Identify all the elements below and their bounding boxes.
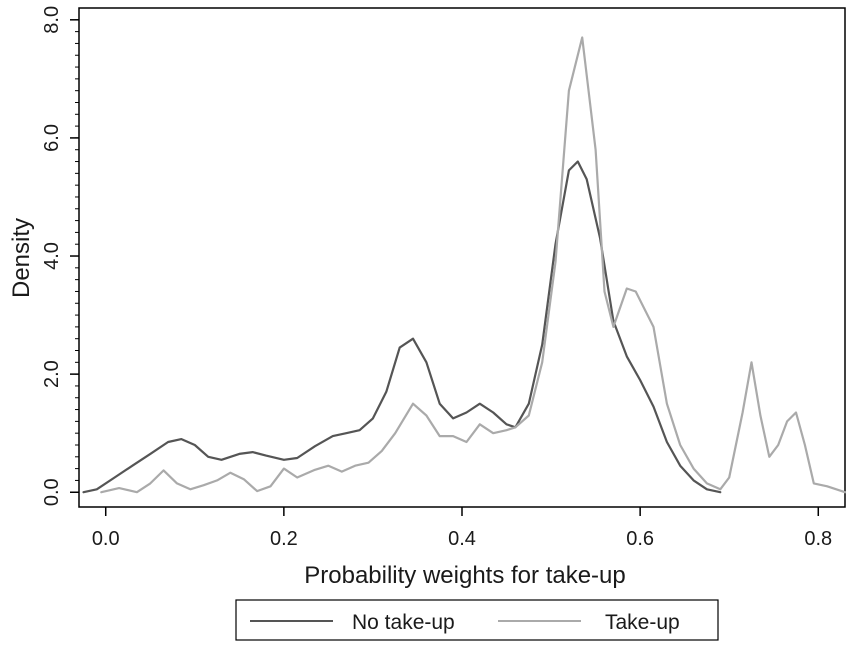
y-axis-ticks: 0.0 2.0 4.0 6.0 8.0 xyxy=(41,6,79,506)
x-tick-label-0.6: 0.6 xyxy=(626,528,654,550)
y-axis-label: Density xyxy=(8,218,35,298)
y-tick-label-6.0: 6.0 xyxy=(41,124,63,152)
series-line-no-take-up xyxy=(82,160,722,494)
x-axis-ticks: 0.0 0.2 0.4 0.6 0.8 xyxy=(92,507,832,550)
series-layer xyxy=(82,36,847,494)
legend-label-take-up: Take-up xyxy=(605,611,680,634)
plot-frame xyxy=(78,7,846,508)
y-tick-label-2.0: 2.0 xyxy=(41,360,63,388)
series-line-take-up xyxy=(100,36,847,494)
y-tick-label-4.0: 4.0 xyxy=(41,242,63,270)
x-axis-label: Probability weights for take-up xyxy=(304,562,626,589)
x-tick-label-0.4: 0.4 xyxy=(448,528,476,550)
legend: No take-up Take-up xyxy=(235,599,719,641)
y-tick-label-8.0: 8.0 xyxy=(41,6,63,34)
legend-label-no-take-up: No take-up xyxy=(352,611,455,634)
x-tick-label-0.8: 0.8 xyxy=(804,528,832,550)
x-tick-label-0.0: 0.0 xyxy=(92,528,120,550)
y-tick-label-0.0: 0.0 xyxy=(41,478,63,506)
x-tick-label-0.2: 0.2 xyxy=(270,528,298,550)
